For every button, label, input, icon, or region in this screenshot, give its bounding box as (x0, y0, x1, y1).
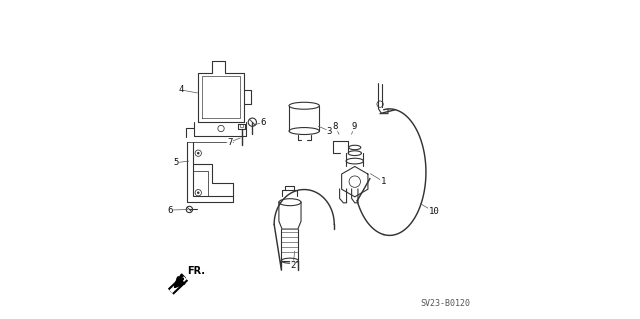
Polygon shape (171, 274, 186, 292)
Text: 1: 1 (381, 177, 386, 186)
Text: 9: 9 (351, 122, 357, 131)
Text: SV23-B0120: SV23-B0120 (420, 299, 470, 308)
Text: 3: 3 (327, 127, 332, 136)
Circle shape (197, 191, 200, 194)
Text: 4: 4 (178, 85, 184, 94)
Circle shape (197, 152, 200, 154)
Text: 2: 2 (291, 261, 296, 270)
Text: 10: 10 (428, 207, 439, 216)
Text: 7: 7 (227, 137, 232, 147)
Text: 6: 6 (167, 206, 173, 215)
Text: 6: 6 (260, 118, 266, 127)
Text: 5: 5 (173, 158, 179, 167)
Text: FR.: FR. (187, 266, 205, 276)
Text: 8: 8 (333, 122, 338, 131)
